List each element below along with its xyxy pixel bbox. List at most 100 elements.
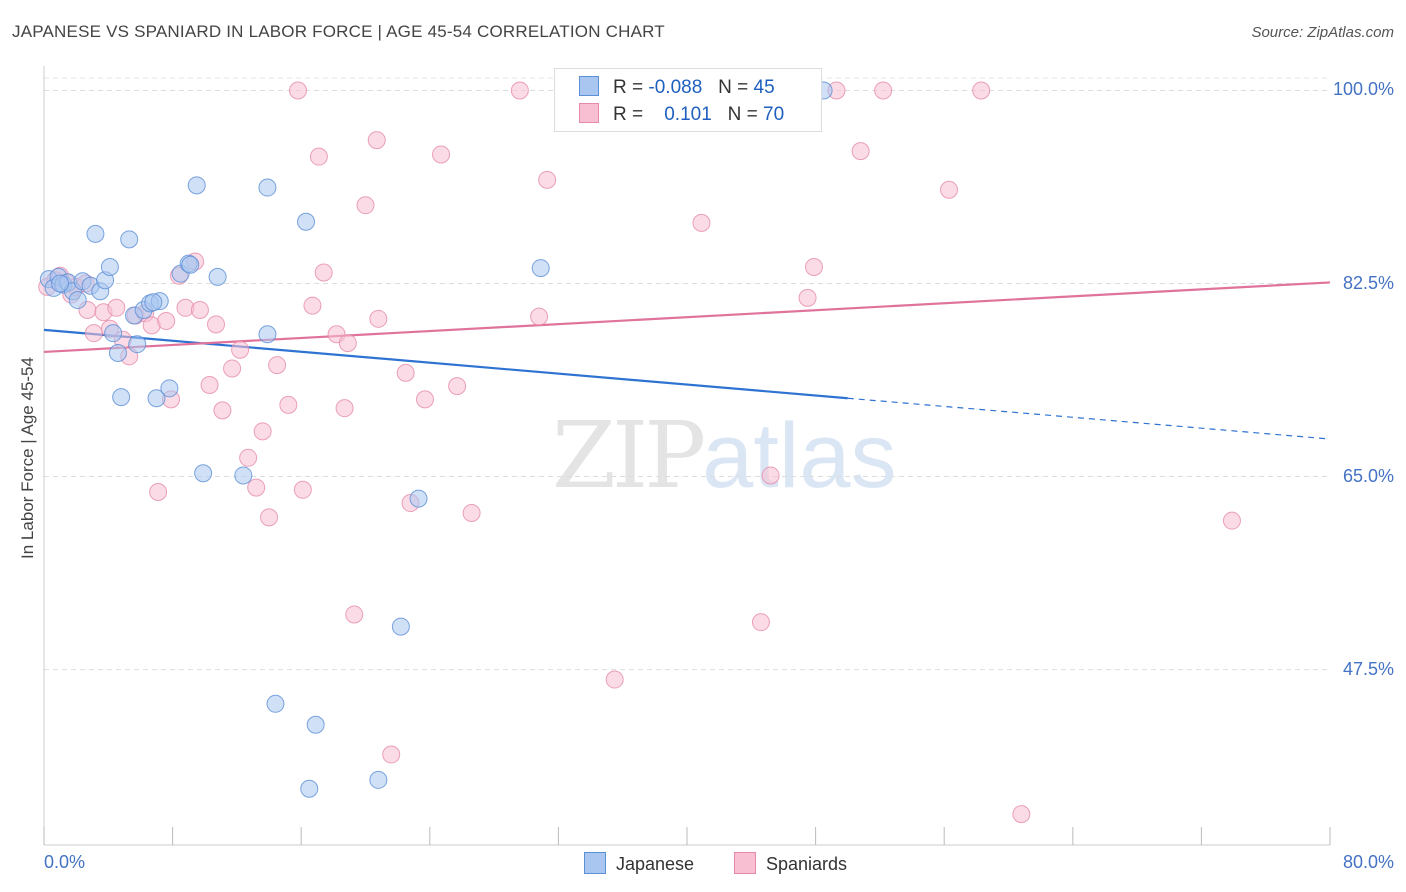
spaniards-point (247, 478, 266, 497)
japanese-point (194, 464, 213, 483)
x-tick-label-max: 80.0% (1342, 852, 1394, 872)
watermark-zip: ZIP (552, 402, 706, 509)
legend-row-spaniards: R = 0.101 N = 70 (579, 103, 784, 126)
y-tick-label: 100.0% (1332, 79, 1394, 100)
legend-n-value-spaniards: 70 (763, 104, 785, 125)
source-credit: Source: ZipAtlas.com (1251, 24, 1394, 41)
spaniards-point (314, 263, 333, 282)
japanese-point (531, 259, 550, 278)
correlation-legend: R = -0.088 N = 45 R = 0.101 N = 70 (554, 68, 822, 132)
spaniards-point (367, 131, 386, 150)
spaniards-point (874, 81, 893, 100)
japanese-point (369, 770, 388, 789)
spaniards-point (190, 300, 209, 319)
legend-r-label: R = (613, 104, 644, 125)
spaniards-point (751, 613, 770, 632)
y-axis-title: In Labor Force | Age 45-54 (18, 357, 37, 559)
spaniards-point (231, 340, 250, 359)
spaniards-point (345, 605, 364, 624)
japanese-point (86, 224, 105, 243)
japanese-trend-line (43, 328, 848, 400)
spaniards-point (356, 196, 375, 215)
spaniards-point (207, 315, 226, 334)
spaniards-point (462, 503, 481, 522)
data-points (38, 81, 1241, 824)
japanese-point (297, 212, 316, 231)
japanese-point (51, 274, 70, 293)
spaniards-point (268, 356, 287, 375)
spaniards-point (1222, 511, 1241, 530)
spaniards-point (804, 257, 823, 276)
spaniards-point (761, 466, 780, 485)
spaniards-point (279, 395, 298, 414)
japanese-point (234, 466, 253, 485)
spaniards-legend-label: Spaniards (766, 854, 848, 874)
y-tick-label: 82.5% (1342, 272, 1394, 293)
japanese-point (208, 267, 227, 286)
japanese-point (108, 344, 127, 363)
legend-n-label: N = (727, 104, 758, 125)
japanese-point (68, 291, 87, 310)
japanese-point (266, 694, 285, 713)
spaniards-point (369, 309, 388, 328)
japanese-point (300, 779, 319, 798)
japanese-point (104, 324, 123, 343)
japanese-point (112, 388, 131, 407)
spaniards-point (851, 142, 870, 161)
spaniards-point (335, 399, 354, 418)
spaniards-point (1012, 805, 1031, 824)
legend-n-label: N = (718, 77, 749, 98)
spaniards-point (538, 170, 557, 189)
spaniards-point (309, 147, 328, 166)
spaniards-swatch (579, 103, 599, 123)
spaniards-point (382, 745, 401, 764)
spaniards-point (200, 376, 219, 395)
trend-lines (43, 281, 1331, 440)
series-legend-japanese: Japanese (584, 852, 694, 875)
japanese-point (258, 178, 277, 197)
watermark-atlas: atlas (702, 405, 897, 507)
axes (43, 66, 1331, 846)
spaniards-point (798, 288, 817, 307)
legend-n-value-japanese: 45 (753, 77, 775, 98)
legend-r-value-spaniards: 0.101 (664, 104, 712, 125)
spaniards-trend-line (43, 281, 1331, 354)
spaniards-point (107, 298, 126, 317)
japanese-point (306, 715, 325, 734)
spaniards-point (303, 296, 322, 315)
japanese-legend-swatch (584, 852, 606, 874)
japanese-point (120, 230, 139, 249)
spaniards-point (338, 334, 357, 353)
japanese-point (181, 255, 200, 274)
spaniards-point (84, 324, 103, 343)
watermark: ZIPatlas (552, 402, 897, 509)
spaniards-point (253, 422, 272, 441)
y-tick-label: 47.5% (1342, 658, 1394, 679)
legend-r-label: R = (613, 77, 644, 98)
legend-row-japanese: R = -0.088 N = 45 (579, 76, 775, 99)
japanese-point (160, 379, 179, 398)
spaniards-point (530, 307, 549, 326)
spaniards-point (223, 359, 242, 378)
legend-r-value-japanese: -0.088 (648, 77, 703, 98)
spaniards-point (213, 401, 232, 420)
spaniards-point (432, 145, 451, 164)
spaniards-point (940, 180, 959, 199)
spaniards-point (157, 312, 176, 331)
japanese-swatch (579, 76, 599, 96)
japanese-point (100, 257, 119, 276)
series-legend-spaniards: Spaniards (734, 852, 847, 875)
spaniards-point (239, 448, 258, 467)
japanese-point (147, 389, 166, 408)
spaniards-point (288, 81, 307, 100)
spaniards-point (510, 81, 529, 100)
spaniards-point (149, 483, 168, 502)
spaniards-point (396, 363, 415, 382)
spaniards-point (448, 377, 467, 396)
spaniards-point (260, 508, 279, 527)
japanese-point (187, 176, 206, 195)
spaniards-point (972, 81, 991, 100)
x-tick-label-min: 0.0% (44, 852, 86, 872)
japanese-point (391, 617, 410, 636)
